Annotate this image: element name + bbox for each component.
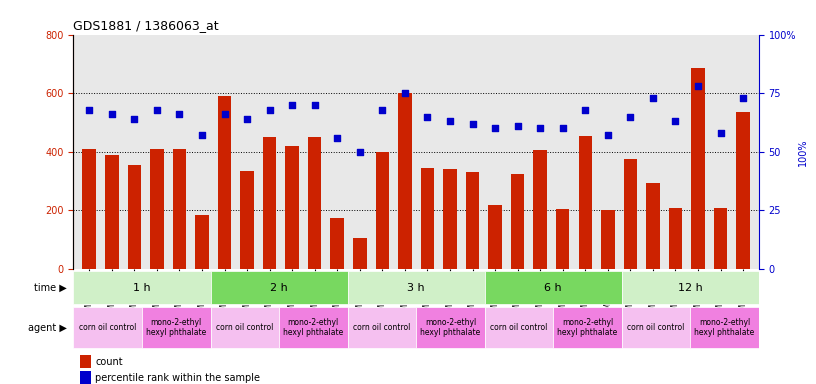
Point	[398, 90, 411, 96]
Text: corn oil control: corn oil control	[490, 323, 548, 332]
Text: corn oil control: corn oil control	[353, 323, 410, 332]
FancyBboxPatch shape	[690, 307, 759, 348]
Bar	[488, 205, 502, 269]
Bar	[714, 207, 727, 269]
Point	[623, 114, 636, 120]
FancyBboxPatch shape	[348, 307, 416, 348]
Bar	[127, 165, 141, 269]
Bar	[466, 172, 479, 269]
Bar	[80, 355, 91, 368]
Bar	[105, 155, 118, 269]
FancyBboxPatch shape	[622, 271, 759, 304]
Text: mono-2-ethyl
hexyl phthalate: mono-2-ethyl hexyl phthalate	[694, 318, 755, 338]
Bar	[623, 159, 637, 269]
Bar	[173, 149, 186, 269]
Bar	[421, 168, 434, 269]
Bar	[330, 218, 344, 269]
Point	[173, 111, 186, 118]
Bar	[736, 112, 750, 269]
Point	[691, 83, 704, 89]
Bar	[218, 96, 231, 269]
Point	[308, 102, 322, 108]
Bar	[263, 137, 277, 269]
Text: 2 h: 2 h	[270, 283, 288, 293]
Y-axis label: 100%: 100%	[797, 138, 808, 166]
Point	[330, 135, 344, 141]
FancyBboxPatch shape	[73, 271, 211, 304]
Text: corn oil control: corn oil control	[216, 323, 273, 332]
Point	[466, 121, 479, 127]
Text: 3 h: 3 h	[407, 283, 425, 293]
Point	[511, 123, 524, 129]
Text: percentile rank within the sample: percentile rank within the sample	[95, 372, 260, 383]
Bar	[534, 151, 547, 269]
Bar	[195, 215, 209, 269]
Bar	[308, 137, 322, 269]
Text: corn oil control: corn oil control	[628, 323, 685, 332]
Text: mono-2-ethyl
hexyl phthalate: mono-2-ethyl hexyl phthalate	[146, 318, 206, 338]
Text: GDS1881 / 1386063_at: GDS1881 / 1386063_at	[73, 19, 219, 32]
Text: mono-2-ethyl
hexyl phthalate: mono-2-ethyl hexyl phthalate	[420, 318, 481, 338]
FancyBboxPatch shape	[279, 307, 348, 348]
Point	[218, 111, 231, 118]
Point	[534, 125, 547, 131]
FancyBboxPatch shape	[622, 307, 690, 348]
Bar	[240, 171, 254, 269]
Point	[195, 132, 208, 139]
Text: 12 h: 12 h	[678, 283, 703, 293]
Point	[128, 116, 141, 122]
Point	[82, 106, 95, 113]
Point	[105, 111, 118, 118]
Point	[489, 125, 502, 131]
Bar	[150, 149, 164, 269]
Point	[714, 130, 727, 136]
Bar	[353, 238, 366, 269]
Point	[579, 106, 592, 113]
FancyBboxPatch shape	[485, 271, 622, 304]
FancyBboxPatch shape	[211, 271, 348, 304]
Bar	[556, 209, 570, 269]
Point	[241, 116, 254, 122]
Bar	[398, 93, 411, 269]
Bar	[80, 371, 91, 384]
Text: count: count	[95, 357, 123, 367]
Point	[150, 106, 163, 113]
Bar	[511, 174, 525, 269]
Bar	[691, 68, 705, 269]
Text: time ▶: time ▶	[33, 283, 67, 293]
Point	[443, 118, 456, 124]
Text: 1 h: 1 h	[133, 283, 151, 293]
FancyBboxPatch shape	[348, 271, 485, 304]
Point	[376, 106, 389, 113]
Text: 6 h: 6 h	[544, 283, 562, 293]
Bar	[286, 146, 299, 269]
FancyBboxPatch shape	[485, 307, 553, 348]
Bar	[646, 183, 659, 269]
Text: mono-2-ethyl
hexyl phthalate: mono-2-ethyl hexyl phthalate	[557, 318, 618, 338]
Point	[263, 106, 276, 113]
FancyBboxPatch shape	[553, 307, 622, 348]
Text: agent ▶: agent ▶	[28, 323, 67, 333]
Bar	[601, 210, 614, 269]
FancyBboxPatch shape	[142, 307, 211, 348]
FancyBboxPatch shape	[416, 307, 485, 348]
FancyBboxPatch shape	[211, 307, 279, 348]
Point	[557, 125, 570, 131]
Bar	[668, 207, 682, 269]
Text: corn oil control: corn oil control	[79, 323, 136, 332]
Point	[286, 102, 299, 108]
FancyBboxPatch shape	[73, 307, 142, 348]
Point	[601, 132, 614, 139]
Point	[737, 95, 750, 101]
Bar	[443, 169, 457, 269]
Point	[646, 95, 659, 101]
Bar	[579, 136, 592, 269]
Point	[669, 118, 682, 124]
Bar	[82, 149, 96, 269]
Point	[421, 114, 434, 120]
Bar	[375, 152, 389, 269]
Text: mono-2-ethyl
hexyl phthalate: mono-2-ethyl hexyl phthalate	[283, 318, 344, 338]
Point	[353, 149, 366, 155]
